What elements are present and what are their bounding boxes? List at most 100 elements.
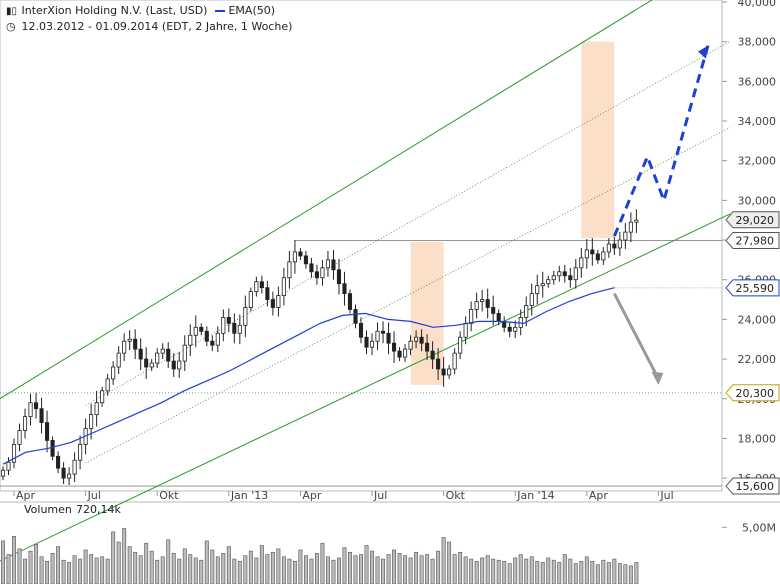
candle-body bbox=[215, 332, 220, 346]
candle-body bbox=[94, 402, 99, 416]
axis-layer: 16,00018,00020,00022,00024,00026,00028,0… bbox=[13, 0, 780, 534]
volume-bar bbox=[408, 557, 413, 584]
volume-value: 720,14k bbox=[76, 503, 121, 516]
volume-bar bbox=[56, 546, 61, 584]
candle-body bbox=[226, 317, 231, 324]
x-tick-label: Jan '14 bbox=[516, 489, 554, 502]
volume-bar bbox=[39, 556, 44, 584]
volume-bar bbox=[447, 541, 452, 584]
volume-bar bbox=[529, 556, 534, 584]
volume-bar bbox=[12, 536, 16, 584]
volume-bar bbox=[337, 557, 341, 584]
volume-bar bbox=[491, 558, 496, 584]
volume-bar bbox=[287, 558, 292, 584]
ema-layer bbox=[2, 287, 615, 465]
volume-bar bbox=[133, 551, 138, 584]
candle-body bbox=[375, 330, 380, 342]
volume-bar bbox=[28, 550, 33, 584]
candle-body bbox=[496, 313, 501, 322]
volume-bar bbox=[210, 549, 215, 584]
volume-bar bbox=[177, 558, 182, 584]
candle-body bbox=[623, 231, 628, 241]
volume-bar bbox=[72, 555, 77, 584]
price-label-text: 29,020 bbox=[736, 214, 775, 227]
candle-body bbox=[78, 443, 83, 461]
channel-mid-line bbox=[85, 40, 731, 406]
ema-legend-label: EMA(50) bbox=[228, 4, 276, 17]
price-label-box bbox=[725, 477, 780, 495]
candle-body bbox=[292, 251, 297, 263]
price-label-text: 20,300 bbox=[736, 387, 775, 400]
volume-bar bbox=[182, 548, 187, 584]
candle-body bbox=[331, 259, 336, 271]
volume-tick-label: 5,00M bbox=[742, 521, 776, 534]
ema-legend-swatch bbox=[214, 10, 225, 12]
price-label-box bbox=[725, 384, 780, 402]
volume-bar bbox=[276, 548, 281, 584]
volume-bar bbox=[149, 550, 154, 584]
volume-bar bbox=[215, 556, 220, 584]
volume-bar bbox=[375, 556, 380, 584]
candle-body bbox=[325, 259, 331, 269]
x-tick-label: Apr bbox=[589, 489, 609, 502]
volume-bar bbox=[122, 528, 127, 584]
y-tick-label: 18,000 bbox=[738, 432, 777, 445]
candle-body bbox=[529, 293, 534, 306]
candle-body bbox=[546, 279, 551, 285]
candle-body bbox=[281, 277, 286, 296]
volume-bar bbox=[601, 559, 606, 584]
x-tick-label: Okt bbox=[159, 489, 179, 502]
volume-layer bbox=[1, 528, 639, 584]
volume-bar bbox=[386, 554, 391, 584]
candle-body bbox=[105, 378, 110, 392]
y-tick-label: 22,000 bbox=[738, 353, 777, 366]
candle-body bbox=[221, 317, 226, 334]
volume-bar bbox=[513, 557, 518, 584]
volume-bar bbox=[1, 540, 5, 584]
volume-bar bbox=[535, 561, 540, 584]
volume-bar bbox=[562, 554, 567, 584]
volume-bar bbox=[452, 554, 457, 584]
candle-body bbox=[111, 366, 116, 380]
candlestick-icon: ▮▯ bbox=[6, 6, 18, 17]
candle-body bbox=[28, 402, 33, 418]
forecast-up-path bbox=[613, 45, 710, 237]
candle-body bbox=[204, 330, 209, 342]
volume-bar bbox=[314, 553, 319, 584]
volume-bar bbox=[17, 548, 22, 584]
volume-bar bbox=[67, 562, 72, 584]
volume-bar bbox=[579, 561, 584, 584]
price-label-text: 27,980 bbox=[736, 234, 775, 247]
volume-bar bbox=[518, 554, 523, 584]
y-tick-label: 40,000 bbox=[738, 0, 777, 9]
volume-bar bbox=[34, 544, 38, 584]
volume-bar bbox=[474, 561, 479, 584]
candle-body bbox=[72, 459, 77, 475]
volume-bar bbox=[403, 555, 408, 584]
candle-body bbox=[518, 317, 523, 328]
volume-bar bbox=[144, 542, 149, 584]
volume-bar bbox=[590, 561, 595, 584]
candle-body bbox=[39, 408, 44, 423]
ema50-line bbox=[2, 287, 615, 465]
candle-body bbox=[430, 350, 435, 360]
volume-bar bbox=[458, 551, 463, 584]
candle-body bbox=[193, 326, 198, 336]
volume-bar bbox=[193, 557, 198, 584]
volume-bar bbox=[540, 562, 545, 584]
candle-body bbox=[562, 271, 567, 277]
volume-bar bbox=[127, 546, 132, 584]
candle-body bbox=[144, 358, 149, 368]
candle-body bbox=[551, 275, 556, 281]
candle-body bbox=[303, 255, 308, 265]
price-label-text: 25,590 bbox=[736, 282, 775, 295]
clock-icon: ◷ bbox=[6, 20, 16, 33]
candle-body bbox=[171, 360, 176, 370]
candle-body bbox=[419, 336, 424, 344]
volume-bar bbox=[237, 561, 242, 584]
candle-body bbox=[11, 443, 17, 463]
volume-bar bbox=[606, 562, 611, 584]
volume-bar bbox=[265, 554, 270, 584]
candle-body bbox=[414, 336, 419, 342]
